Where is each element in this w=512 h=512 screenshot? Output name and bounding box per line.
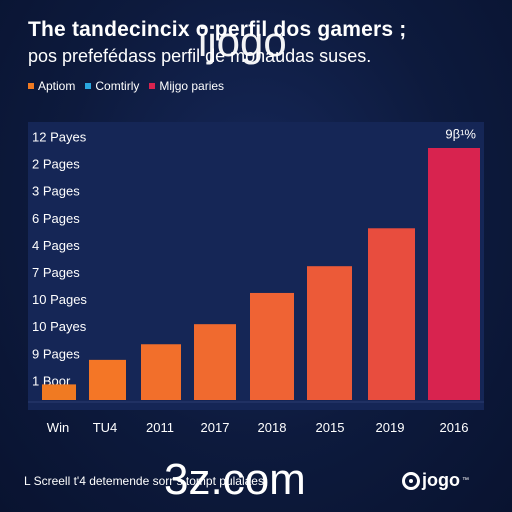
left-tick-label: 3 Pages xyxy=(32,184,80,199)
bar-tu4 xyxy=(89,359,126,400)
bar-2019 xyxy=(368,228,415,400)
watermark-logo-top: ijogo xyxy=(198,18,287,65)
brand-circle-icon xyxy=(402,471,420,490)
chart-subtitle: pos prefefédass perfil de monaudas suses… xyxy=(28,46,372,66)
x-tick-label: 2016 xyxy=(440,420,469,435)
left-axis-ticks: 12 Payes 2 Pages 3 Pages 6 Pages 4 Pages 7 Pa… xyxy=(32,129,87,388)
left-tick-label: 9 Pages xyxy=(32,346,80,361)
legend-item-aptiom: Aptiom xyxy=(28,79,75,93)
x-tick-label: 2011 xyxy=(146,420,174,435)
legend-label: Comtirly xyxy=(95,79,140,93)
bar-2017 xyxy=(194,324,236,400)
x-tick-label: Win xyxy=(47,420,69,435)
left-tick-label: 12 Payes xyxy=(32,129,87,144)
bar-2018 xyxy=(250,292,294,400)
right-tick-label: 9β¹% xyxy=(445,126,476,141)
bars xyxy=(42,148,480,400)
left-tick-label: 2 Pages xyxy=(32,157,80,172)
brand-trademark: ™ xyxy=(462,477,469,484)
watermark-domain: 3z.com xyxy=(164,455,306,504)
left-tick-label: 6 Pages xyxy=(32,211,80,226)
legend-swatch xyxy=(28,83,34,89)
left-tick-label: 7 Pages xyxy=(32,265,80,280)
left-tick-label: 10 Payes xyxy=(32,319,87,334)
bar-2015 xyxy=(307,266,352,400)
brand-name: jogo xyxy=(422,470,460,490)
bar-2011 xyxy=(141,344,181,400)
left-tick-label: 4 Pages xyxy=(32,238,80,253)
legend-label: Mijgo paries xyxy=(159,79,225,93)
x-tick-label: TU4 xyxy=(93,420,118,435)
left-tick-label: 10 Pages xyxy=(32,292,87,307)
legend-item-mijgo-paries: Mijgo paries xyxy=(149,79,224,93)
x-tick-label: 2018 xyxy=(258,420,287,435)
legend-label: Aptiom xyxy=(38,79,76,93)
brand-logo: jogo ™ xyxy=(402,470,469,491)
footer-note: L Screell t'4 detemende sorr s tompt pul… xyxy=(24,474,268,488)
legend-item-comtirly: Comtirly xyxy=(85,79,139,93)
bar-2016 xyxy=(428,148,480,400)
x-axis-ticks: Win TU4 2011 2017 2018 2015 2019 2016 xyxy=(47,420,469,435)
legend: Aptiom Comtirly Mijgo paries xyxy=(28,78,224,94)
x-tick-label: 2015 xyxy=(316,420,345,435)
legend-swatch xyxy=(85,83,92,89)
bar-win xyxy=(42,384,76,400)
chart-title: The tandecincix o perfil dos gamers ; xyxy=(28,18,407,41)
legend-swatch xyxy=(149,83,156,89)
x-tick-label: 2019 xyxy=(376,420,405,435)
x-tick-label: 2017 xyxy=(201,420,230,435)
